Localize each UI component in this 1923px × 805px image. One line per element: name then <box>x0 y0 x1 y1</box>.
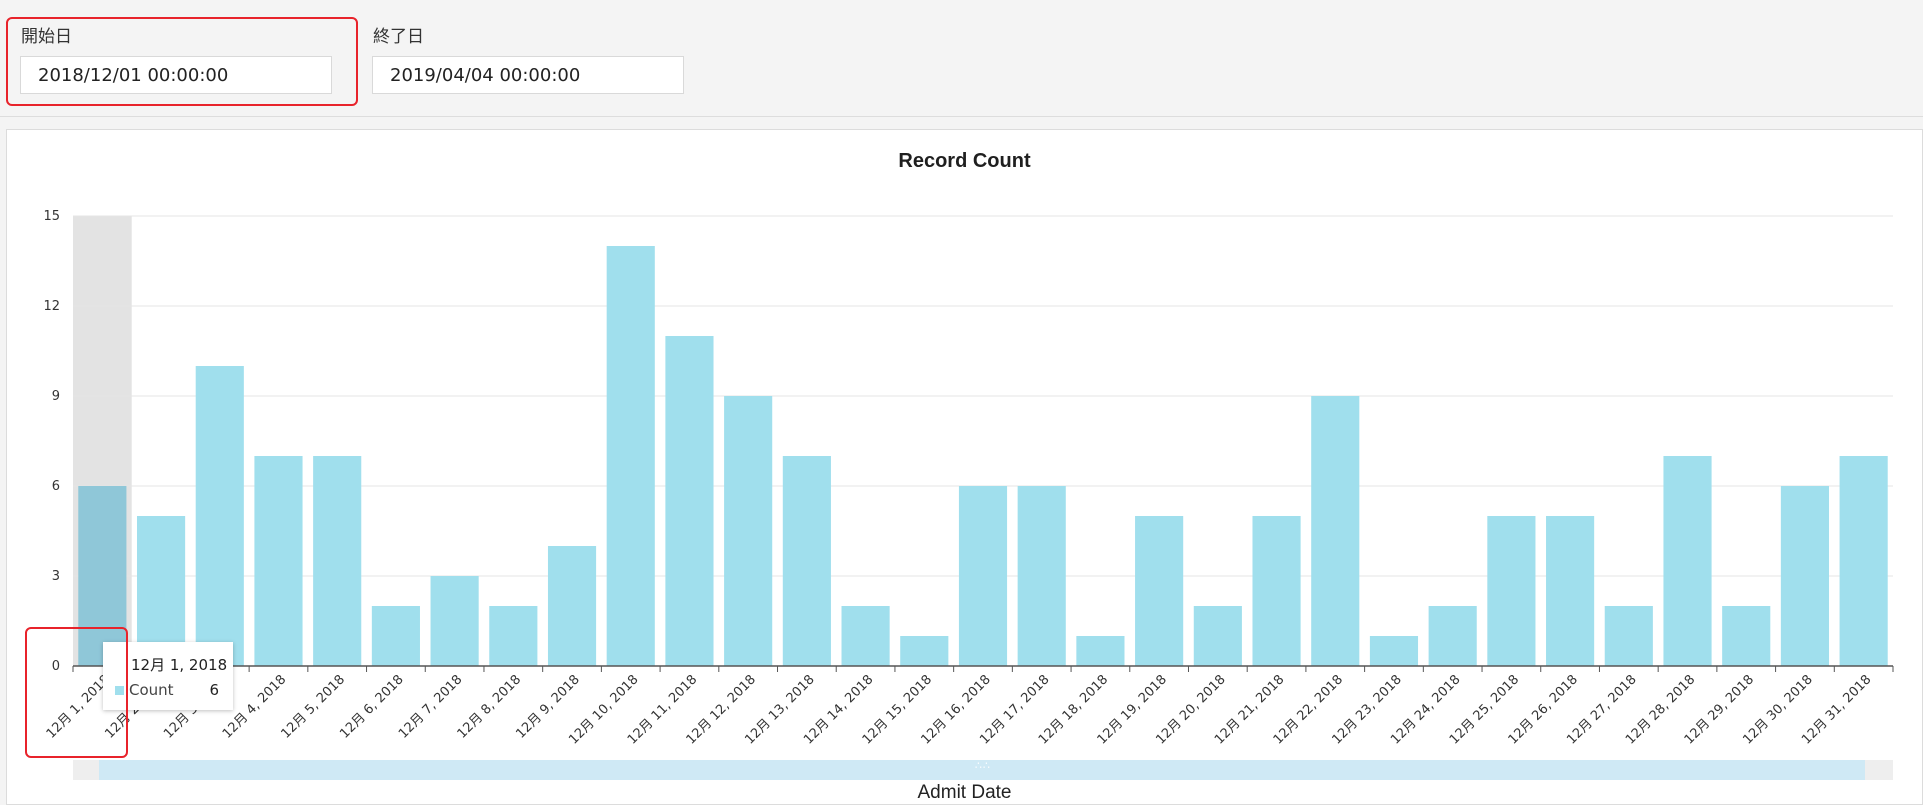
end-date-input[interactable] <box>372 56 684 94</box>
bar-21[interactable] <box>1252 516 1301 666</box>
bar-31[interactable] <box>1839 456 1888 666</box>
bar-7[interactable] <box>430 576 479 666</box>
bar-30[interactable] <box>1780 486 1830 666</box>
bar-22[interactable] <box>1311 396 1360 666</box>
bar-12[interactable] <box>724 396 773 666</box>
bar-14[interactable] <box>841 606 890 666</box>
tooltip-series-label: Count <box>129 681 174 699</box>
y-tick-label: 0 <box>52 659 60 674</box>
bar-13[interactable] <box>782 456 831 666</box>
bar-20[interactable] <box>1193 606 1242 666</box>
bar-16[interactable] <box>958 486 1008 666</box>
chart-tooltip: 12月 1, 2018 Count 6 <box>103 642 233 710</box>
bar-5[interactable] <box>313 456 362 666</box>
chart-title: Record Count <box>898 150 1031 172</box>
bar-11[interactable] <box>665 336 714 666</box>
start-date-input[interactable] <box>20 56 332 94</box>
bar-24[interactable] <box>1428 606 1477 666</box>
bar-17[interactable] <box>1017 486 1066 666</box>
bar-29[interactable] <box>1722 606 1771 666</box>
bar-27[interactable] <box>1604 606 1653 666</box>
bar-4[interactable] <box>254 456 303 666</box>
filter-bar: 開始日 終了日 <box>0 0 1923 117</box>
bar-3[interactable] <box>195 366 244 666</box>
end-date-label: 終了日 <box>373 27 424 47</box>
bar-28[interactable] <box>1663 456 1712 666</box>
bar-9[interactable] <box>547 546 597 666</box>
bar-2[interactable] <box>136 516 186 666</box>
start-date-filter: 開始日 <box>20 26 332 94</box>
x-axis-title: Admit Date <box>917 782 1012 803</box>
bar-19[interactable] <box>1135 516 1184 666</box>
bar-6[interactable] <box>371 606 420 666</box>
y-tick-label: 12 <box>43 299 60 314</box>
bar-18[interactable] <box>1076 636 1125 666</box>
y-tick-label: 9 <box>52 389 60 404</box>
bar-8[interactable] <box>489 606 538 666</box>
bar-23[interactable] <box>1369 636 1419 666</box>
end-date-filter: 終了日 <box>372 26 684 94</box>
start-date-label: 開始日 <box>21 27 72 47</box>
bar-10[interactable] <box>606 246 655 666</box>
scrollbar-grip-icon: ∴∴ <box>975 759 991 772</box>
bar-15[interactable] <box>900 636 949 666</box>
y-tick-label: 6 <box>52 479 60 494</box>
y-tick-label: 15 <box>43 209 60 224</box>
range-scrollbar-thumb[interactable] <box>99 760 1865 780</box>
bar-25[interactable] <box>1487 516 1536 666</box>
bar-1[interactable] <box>78 486 127 666</box>
tooltip-value: 6 <box>209 681 219 699</box>
tooltip-swatch <box>115 686 124 695</box>
tooltip-title: 12月 1, 2018 <box>131 656 228 674</box>
bar-26[interactable] <box>1546 516 1595 666</box>
y-tick-label: 3 <box>52 569 60 584</box>
